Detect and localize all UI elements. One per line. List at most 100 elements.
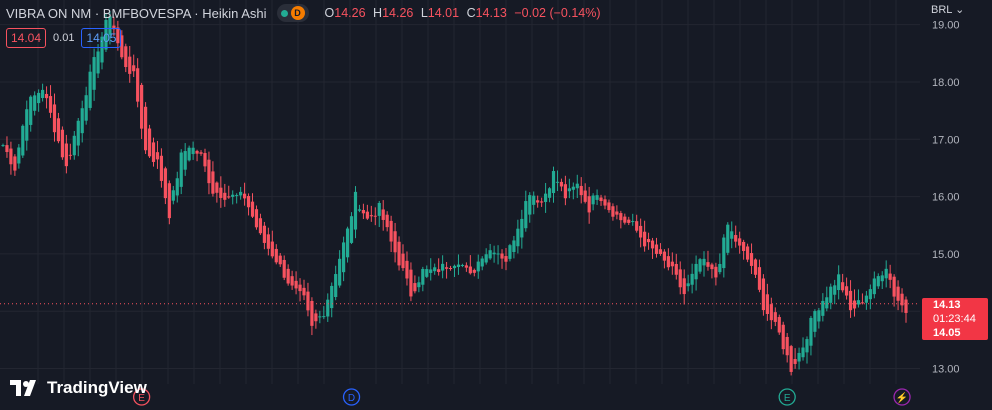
- candle: [670, 252, 674, 275]
- tradingview-logo[interactable]: TradingView: [10, 378, 147, 398]
- candle: [587, 186, 591, 224]
- candle: [718, 253, 722, 275]
- low-label: L: [420, 6, 428, 20]
- candle: [765, 283, 769, 321]
- candle: [706, 250, 710, 271]
- y-tick-label: 19.00: [932, 20, 960, 32]
- sell-button[interactable]: 14.04: [6, 28, 47, 48]
- candle: [528, 192, 532, 223]
- candle: [397, 236, 401, 271]
- candle: [345, 226, 350, 263]
- candle: [551, 166, 556, 203]
- chart-legend: VIBRA ON NM · BMFBOVESPA · Heikin Ashi D…: [6, 4, 601, 22]
- candle: [140, 82, 144, 139]
- candle: [623, 213, 627, 225]
- candle: [571, 182, 575, 200]
- currency-selector[interactable]: BRL ⌄: [931, 3, 964, 16]
- candle: [579, 177, 583, 204]
- candle: [151, 137, 156, 167]
- candle: [147, 124, 152, 158]
- candle: [686, 274, 690, 292]
- candle: [191, 141, 195, 160]
- candle: [270, 230, 274, 259]
- candle: [171, 185, 175, 205]
- market-status[interactable]: D: [276, 4, 309, 22]
- candle: [745, 243, 750, 263]
- candle: [773, 307, 777, 327]
- candle: [726, 222, 730, 256]
- candle: [124, 43, 128, 73]
- candle: [96, 44, 100, 79]
- candle: [132, 54, 136, 78]
- candle: [892, 274, 896, 307]
- candle: [298, 278, 302, 302]
- candle: [591, 193, 595, 211]
- candle: [480, 256, 484, 271]
- candle: [844, 277, 849, 300]
- candle: [183, 143, 187, 176]
- candle: [326, 293, 330, 322]
- candle: [286, 264, 290, 286]
- candle: [381, 200, 385, 231]
- buy-button[interactable]: 14.05: [81, 28, 122, 48]
- candle: [543, 182, 548, 213]
- candle: [136, 58, 140, 108]
- candle: [143, 102, 148, 154]
- candle: [385, 211, 389, 232]
- candle: [262, 221, 266, 250]
- candle: [710, 262, 714, 279]
- candle: [793, 348, 797, 369]
- candle: [227, 185, 231, 199]
- candle: [167, 180, 171, 225]
- candle: [231, 190, 235, 205]
- candle: [781, 321, 785, 355]
- candle: [444, 261, 449, 279]
- candle: [246, 193, 251, 216]
- candle: [464, 262, 468, 272]
- candle: [599, 194, 603, 206]
- candle: [603, 195, 607, 210]
- earnings-icon[interactable]: E: [778, 388, 796, 406]
- candle: [365, 204, 369, 220]
- candle: [92, 48, 96, 101]
- candle: [64, 134, 68, 174]
- candle: [56, 112, 61, 144]
- candle: [401, 244, 405, 271]
- candle: [817, 307, 821, 329]
- candle: [417, 276, 421, 293]
- candle: [813, 309, 817, 338]
- spread-value: 0.01: [53, 32, 75, 44]
- candle: [825, 286, 829, 312]
- close-label: C: [466, 6, 476, 20]
- currency-label: BRL: [931, 4, 952, 16]
- candle: [353, 186, 358, 239]
- dividend-icon[interactable]: D: [342, 388, 361, 406]
- interval-badge: D: [290, 6, 305, 20]
- candle: [575, 174, 579, 199]
- candle: [80, 100, 84, 143]
- tradingview-icon: [10, 380, 36, 396]
- candle: [60, 126, 65, 160]
- last-price-label: 14.13: [933, 299, 961, 311]
- candle: [187, 145, 191, 162]
- candle: [207, 151, 211, 195]
- candle: [302, 279, 306, 301]
- split-icon[interactable]: ⚡: [893, 388, 911, 406]
- candle: [37, 89, 41, 112]
- open-value: 14.26: [334, 6, 366, 20]
- symbol-title[interactable]: VIBRA ON NM · BMFBOVESPA · Heikin Ashi: [6, 5, 267, 21]
- candle: [235, 193, 239, 204]
- candle: [702, 251, 706, 277]
- candle: [563, 175, 567, 206]
- candle: [880, 271, 884, 289]
- svg-text:E: E: [138, 393, 145, 404]
- candle: [468, 255, 472, 275]
- candle: [409, 262, 413, 302]
- earnings-icon[interactable]: E: [132, 388, 151, 406]
- candle: [896, 280, 900, 311]
- candle: [690, 263, 694, 294]
- high-label: H: [373, 6, 383, 20]
- candle: [658, 243, 663, 256]
- svg-text:E: E: [784, 393, 791, 404]
